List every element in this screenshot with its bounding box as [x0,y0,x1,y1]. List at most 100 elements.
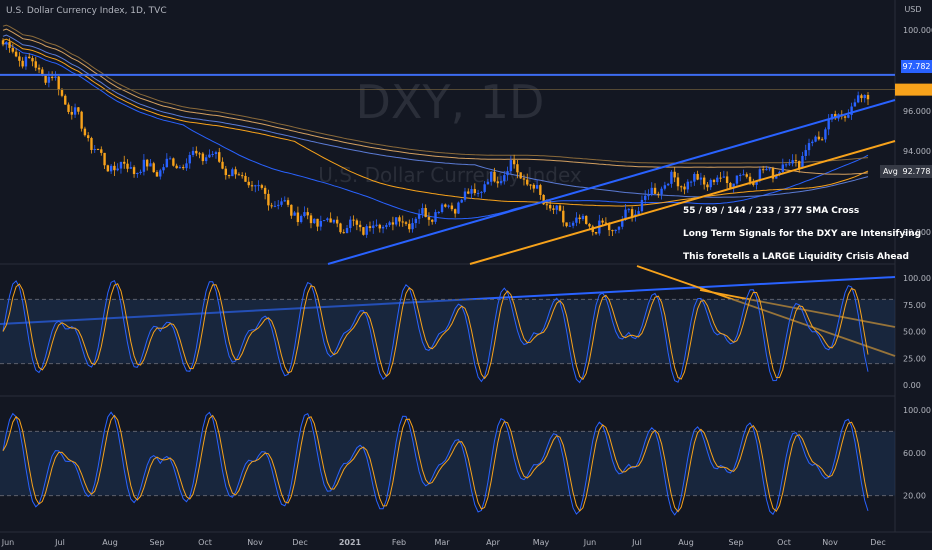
candle-body [159,170,162,177]
candle-body [532,184,535,189]
candle-body [680,186,683,188]
candle-body [748,176,752,182]
price-tick-label: 90.000 [903,228,931,237]
candle-body [398,217,401,222]
candle-body [804,150,807,156]
osc1-tick-label: 50.00 [903,328,926,337]
sma-line [2,28,869,175]
candle-body [627,209,631,211]
candle-body [277,204,280,206]
candle-body [843,116,847,118]
candle-body [119,161,123,169]
candle-body [306,212,309,216]
candle-body [113,165,116,171]
candle-body [581,215,585,220]
candle-body [702,177,706,185]
candle-body [240,175,244,177]
candle-body [807,143,811,151]
candle-body [404,222,408,224]
price-axis[interactable]: USD 100.000 96.000 94.000 90.000 100.00 75.00 5… [895,5,932,501]
resistance-price-label: 97.782 [901,60,932,73]
candle-body [218,152,221,162]
candle-body [450,205,454,210]
candle-body [195,150,198,154]
candle-body [414,218,418,224]
time-tick-label: Sep [149,538,164,547]
time-tick-label: Nov [247,538,263,547]
candle-body [34,61,37,68]
candle-body [80,111,83,129]
candle-body [162,167,165,171]
candle-body [758,169,762,181]
candle-body [362,227,365,235]
candle-body [512,160,516,165]
candle-body [168,158,172,160]
candle-body [336,219,339,224]
last-price-marker [895,83,932,96]
candle-body [650,187,653,196]
candle-body [24,56,28,67]
candle-body [575,217,578,223]
candle-body [329,218,332,223]
candle-body [755,180,758,185]
candle-body [21,60,24,67]
candle-body [1,40,5,45]
annotation-line-3: This foretells a LARGE Liquidity Crisis … [683,252,909,262]
trendline-orange [469,140,896,265]
candle-body [208,154,211,158]
candle-body [185,163,188,169]
candle-body [499,181,503,184]
avg-price-label: 92.778 [901,165,932,178]
candle-body [801,155,804,169]
candle-body [257,185,260,187]
candle-body [797,161,801,169]
time-tick-label: Oct [777,538,791,547]
candle-body [260,185,264,188]
candle-body [126,163,129,169]
candle-body [250,185,254,187]
candle-body [123,161,126,164]
time-axis[interactable]: Jun Jul Aug Sep Oct Nov Dec 2021 Feb Mar Apr May Jun… [1,538,886,547]
time-tick-label: Jun [1,538,15,547]
currency-label: USD [904,5,921,14]
candle-body [372,225,375,229]
candle-body [77,107,80,112]
candle-body [506,171,509,176]
time-tick-label: Jul [631,538,642,547]
candle-body [493,171,496,182]
candle-body [601,220,604,223]
candle-body [863,94,866,99]
candle-body [14,51,18,57]
candle-body [824,129,827,140]
candle-body [732,183,735,188]
osc2-tick-label: 100.00 [903,406,931,415]
sma-line [2,38,869,207]
time-tick-label: Apr [486,538,501,547]
candle-body [434,212,437,222]
candle-body [719,177,722,179]
candle-body [214,152,218,155]
candle-body [86,135,90,139]
candle-body [647,195,650,197]
candle-body [742,174,745,176]
osc1-tick-label: 0.00 [903,381,921,390]
candle-body [375,224,378,226]
candle-body [54,76,57,78]
candle-body [5,42,8,45]
candle-body [381,226,385,229]
candle-body [739,174,742,176]
candle-body [31,58,34,62]
candle-body [607,223,611,231]
candle-body [339,223,342,233]
candle-body [50,76,54,78]
candle-body [778,171,781,175]
candle-body [37,67,41,70]
candle-body [368,226,372,229]
candle-body [254,185,257,187]
candle-body [643,195,647,200]
candle-body [784,164,788,166]
candle-body [637,211,640,215]
candle-body [630,209,634,217]
candle-body [706,184,709,188]
